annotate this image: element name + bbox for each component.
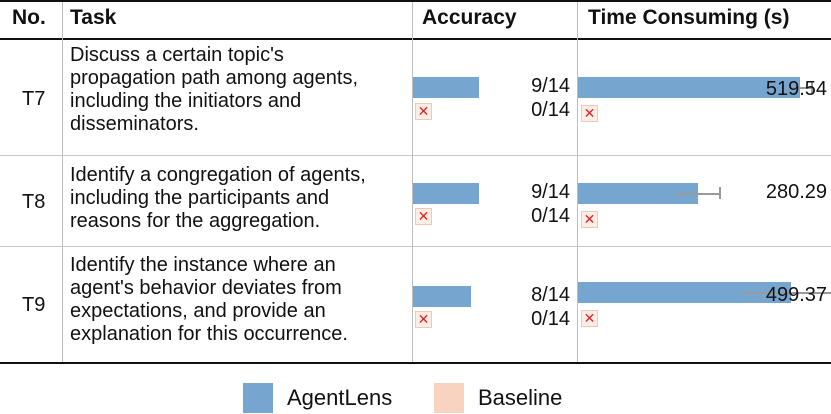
bottom-rule <box>0 362 831 364</box>
column-divider <box>577 2 578 362</box>
time-error-cap <box>811 81 813 93</box>
header-accuracy: Accuracy <box>422 6 517 29</box>
time-error-bar <box>788 87 811 89</box>
task-line: Identify the instance where an <box>70 254 336 276</box>
time-baseline-mark: ✕ <box>581 310 598 327</box>
time-error-bar <box>743 292 831 294</box>
time-error-cap <box>719 187 721 199</box>
accuracy-bar-agentlens <box>413 77 479 98</box>
baseline-accuracy-label: 0/14 <box>531 205 570 227</box>
task-id: T7 <box>22 88 46 110</box>
baseline-accuracy-label: 0/14 <box>531 308 570 330</box>
time-bar-agentlens <box>578 282 791 303</box>
header-rule <box>0 38 831 40</box>
accuracy-bar-agentlens <box>413 183 479 204</box>
time-baseline-mark: ✕ <box>581 211 598 228</box>
time-label: 280.29 <box>765 181 827 203</box>
row-separator <box>0 246 831 247</box>
header-no: No. <box>12 6 46 29</box>
accuracy-label: 9/14 <box>531 181 570 203</box>
header-task: Task <box>70 6 117 29</box>
task-line: including the participants and <box>70 187 330 209</box>
accuracy-label: 9/14 <box>531 75 570 97</box>
legend-label-baseline: Baseline <box>478 385 563 410</box>
time-bar-agentlens <box>578 77 800 98</box>
task-line: including the initiators and <box>70 90 302 112</box>
time-bar-agentlens <box>578 183 698 204</box>
legend-swatch-baseline <box>434 383 464 413</box>
task-description: Discuss a certain topic's propagation pa… <box>70 44 410 136</box>
row-separator <box>0 155 831 156</box>
time-baseline-mark: ✕ <box>581 105 598 122</box>
accuracy-label: 8/14 <box>531 284 570 306</box>
baseline-accuracy-label: 0/14 <box>531 99 570 121</box>
accuracy-baseline-mark: ✕ <box>415 311 432 328</box>
top-rule <box>0 0 831 2</box>
legend-label-agentlens: AgentLens <box>287 385 393 410</box>
task-id: T8 <box>22 191 46 213</box>
legend-swatch-agentlens <box>243 383 273 413</box>
time-error-bar <box>676 193 719 195</box>
task-line: propagation path among agents, <box>70 67 358 89</box>
column-divider <box>412 2 413 362</box>
task-line: Identify a congregation of agents, <box>70 164 366 186</box>
task-description: Identify a congregation of agents, inclu… <box>70 164 410 233</box>
accuracy-baseline-mark: ✕ <box>415 208 432 225</box>
accuracy-baseline-mark: ✕ <box>415 103 432 120</box>
task-line: expectations, and provide an <box>70 300 326 322</box>
task-line: Discuss a certain topic's <box>70 44 284 66</box>
header-time: Time Consuming (s) <box>588 6 790 29</box>
task-line: explanation for this occurrence. <box>70 323 348 345</box>
time-label: 499.37 <box>765 284 827 306</box>
time-label: 519.54 <box>765 78 827 100</box>
task-line: reasons for the aggregation. <box>70 210 321 232</box>
task-description: Identify the instance where an agent's b… <box>70 254 410 346</box>
column-divider <box>62 2 63 362</box>
task-line: disseminators. <box>70 113 199 135</box>
accuracy-bar-agentlens <box>413 286 471 307</box>
task-line: agent's behavior deviates from <box>70 277 342 299</box>
task-id: T9 <box>22 294 46 316</box>
